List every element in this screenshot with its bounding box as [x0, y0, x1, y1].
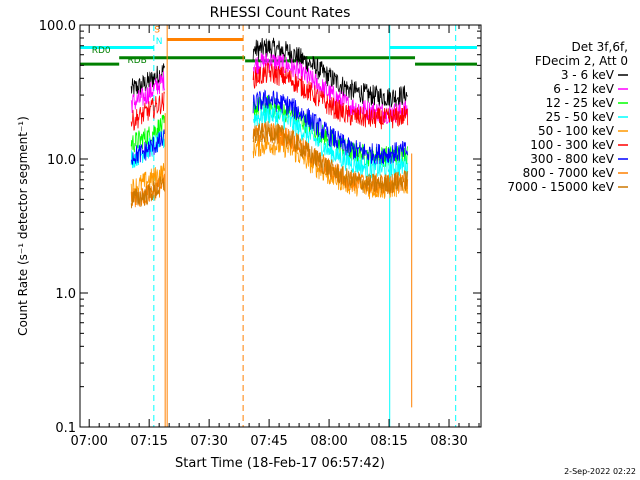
- y-tick-label: 100.0: [39, 19, 76, 34]
- legend-label: 12 - 25 keV: [546, 96, 615, 110]
- series-trace: [130, 114, 165, 153]
- legend-label: 6 - 12 keV: [553, 82, 615, 96]
- legend-label: 300 - 800 keV: [530, 152, 614, 166]
- series-trace: [252, 37, 409, 108]
- series-trace: [130, 63, 165, 96]
- flag-label: S: [154, 25, 160, 35]
- series-lines: [130, 37, 409, 209]
- date-stamp: 2-Sep-2022 02:22: [564, 467, 636, 476]
- flag-labels: RD0 RDB SN: [92, 25, 163, 66]
- y-tick-label: 10.0: [47, 153, 76, 168]
- x-tick-label: 08:15: [370, 434, 407, 449]
- series-trace: [252, 121, 409, 195]
- series-trace: [130, 71, 165, 114]
- legend-label: 3 - 6 keV: [561, 68, 615, 82]
- legend-label: 100 - 300 keV: [530, 138, 614, 152]
- x-tick-label: 07:30: [190, 434, 227, 449]
- legend-label: 800 - 7000 keV: [523, 166, 615, 180]
- series-line: [130, 121, 409, 209]
- x-tick-label: 08:00: [310, 434, 347, 449]
- flag-label: RDB: [127, 56, 146, 66]
- series-trace: [252, 135, 409, 200]
- y-tick-label: 0.1: [55, 421, 76, 436]
- legend-label: 25 - 50 keV: [546, 110, 615, 124]
- series-line: [130, 37, 409, 108]
- x-tick-label: 07:00: [70, 434, 107, 449]
- series-trace: [131, 129, 165, 165]
- y-tick-label: 1.0: [55, 287, 76, 302]
- x-tick-label: 07:45: [250, 434, 287, 449]
- x-tick-label: 08:30: [430, 434, 467, 449]
- flag-label: RD0: [92, 46, 111, 56]
- y-axis-ticks: 0.1 1.0 10.0 100.0: [39, 19, 481, 436]
- x-tick-label: 07:15: [130, 434, 167, 449]
- series-line: [131, 89, 409, 166]
- series-trace: [130, 91, 165, 131]
- series-trace: [130, 176, 165, 209]
- legend-label: 50 - 100 keV: [538, 124, 615, 138]
- flag-label: N: [156, 37, 163, 47]
- plot-frame: [79, 24, 482, 428]
- series-trace: [253, 103, 409, 179]
- legend-header: FDecim 2, Att 0: [535, 54, 628, 68]
- legend-label: 7000 - 15000 keV: [507, 180, 614, 194]
- series-trace: [252, 62, 409, 130]
- series-trace: [252, 89, 409, 166]
- x-axis-ticks: 07:00 07:15 07:30 07:45 08:00 08:15 08:30: [70, 25, 480, 449]
- series-line: [130, 62, 409, 131]
- spike-lines: [164, 113, 413, 427]
- legend-header: Det 3f,6f,: [572, 40, 629, 54]
- y-axis-label: Count Rate (s⁻¹ detector segment⁻¹): [16, 116, 30, 336]
- x-axis-label: Start Time (18-Feb-17 06:57:42): [175, 456, 385, 471]
- chart-title: RHESSI Count Rates: [210, 5, 351, 21]
